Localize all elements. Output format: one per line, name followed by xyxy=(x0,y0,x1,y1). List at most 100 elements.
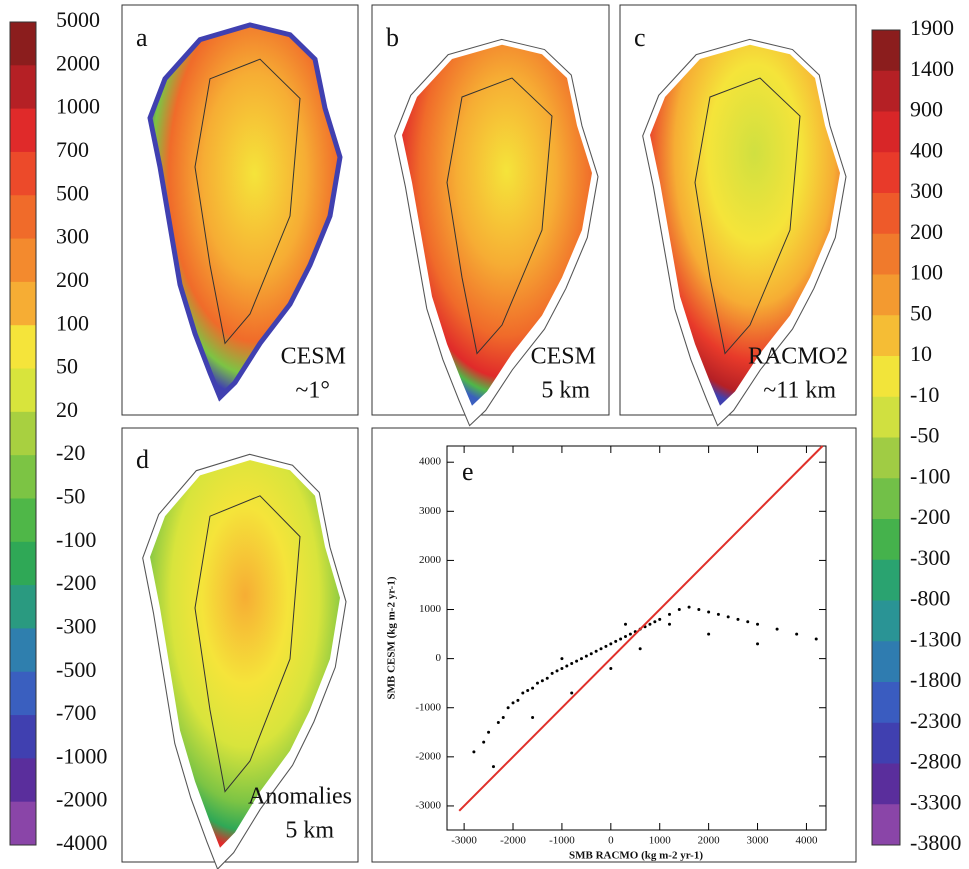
scatter-point xyxy=(531,716,535,720)
panel-caption: CESM xyxy=(531,344,596,370)
scatter-point xyxy=(726,615,730,619)
y-tick-label: 0 xyxy=(436,652,442,664)
colorbar-segment xyxy=(872,722,900,764)
y-axis-label: SMB CESM (kg m-2 yr-1) xyxy=(386,576,398,699)
colorbar-segment xyxy=(872,559,900,601)
map-d xyxy=(142,453,347,869)
scatter-point xyxy=(579,657,583,661)
colorbar-segment xyxy=(872,600,900,642)
x-tick-label: 2000 xyxy=(698,835,721,847)
panel-caption: 5 km xyxy=(285,818,334,844)
scatter-point xyxy=(535,681,539,685)
colorbar-segment xyxy=(872,111,900,153)
colorbar-segment xyxy=(10,585,36,629)
panel-caption: ~11 km xyxy=(763,378,836,404)
scatter-point xyxy=(619,637,623,641)
scatter-point xyxy=(697,608,701,612)
colorbar-label: 200 xyxy=(56,267,89,292)
colorbar-label: -1300 xyxy=(910,626,961,651)
colorbar-segment xyxy=(872,763,900,805)
panel-frame xyxy=(121,4,359,416)
colorbar-segment xyxy=(872,519,900,561)
scatter-point xyxy=(795,632,799,636)
scatter-point xyxy=(756,642,760,646)
map-c xyxy=(642,38,847,427)
scatter-point xyxy=(609,666,613,670)
scatter-point xyxy=(472,750,476,754)
colorbar-label: -3300 xyxy=(910,789,961,814)
scatter-point xyxy=(638,647,642,651)
scatter-point xyxy=(521,691,525,695)
colorbar-frame xyxy=(9,21,37,846)
scatter-point xyxy=(609,642,613,646)
scatter-point xyxy=(565,664,569,668)
y-tick-label: -1000 xyxy=(415,701,441,713)
panel-caption: 5 km xyxy=(541,378,590,404)
scatter-point xyxy=(668,622,672,626)
colorbar-segment xyxy=(10,195,36,240)
colorbar-label: -100 xyxy=(56,527,96,552)
colorbar-label: 1400 xyxy=(910,56,954,81)
colorbar-label: 400 xyxy=(910,137,943,162)
colorbar-label: 2000 xyxy=(56,50,100,75)
colorbar-label: -2800 xyxy=(910,749,961,774)
colorbar-segment xyxy=(872,152,900,194)
colorbar-segment xyxy=(10,801,36,846)
colorbar-label: 300 xyxy=(56,224,89,249)
y-tick-label: -2000 xyxy=(415,750,441,762)
colorbar-segment xyxy=(10,108,36,153)
scatter-point xyxy=(814,637,818,641)
scatter-point xyxy=(716,612,720,616)
scatter-point xyxy=(775,627,779,631)
x-axis-label: SMB RACMO (kg m-2 yr-1) xyxy=(569,850,703,862)
colorbar-label: 200 xyxy=(910,219,943,244)
colorbar-label: -700 xyxy=(56,700,96,725)
scatter-point xyxy=(531,686,535,690)
colorbar-label: -2000 xyxy=(56,787,107,812)
y-tick-label: 4000 xyxy=(419,456,442,468)
scatter-point xyxy=(570,662,574,666)
scatter-point xyxy=(668,612,672,616)
scatter-point xyxy=(614,639,618,643)
colorbar-label: -500 xyxy=(56,657,96,682)
scatter-point xyxy=(653,620,657,624)
colorbar-label: -3800 xyxy=(910,830,961,855)
colorbar-segment xyxy=(872,641,900,683)
x-tick-label: 1000 xyxy=(649,835,672,847)
scatter-point xyxy=(550,671,554,675)
scatter-point xyxy=(623,622,627,626)
colorbar-segment xyxy=(872,437,900,479)
colorbar-label: -2300 xyxy=(910,708,961,733)
colorbar-label: -1000 xyxy=(56,743,107,768)
scatter-point xyxy=(584,654,588,658)
colorbar-frame xyxy=(871,29,901,846)
colorbar-segment xyxy=(10,628,36,673)
x-tick-label: 4000 xyxy=(795,835,818,847)
scatter-point xyxy=(482,740,486,744)
scatter-point xyxy=(511,701,515,705)
colorbar-segment xyxy=(10,368,36,413)
x-tick-label: -1000 xyxy=(549,835,575,847)
scatter-point xyxy=(707,632,711,636)
colorbar-label: -1800 xyxy=(910,667,961,692)
colorbar-segment xyxy=(872,274,900,316)
scatter-point xyxy=(687,605,691,609)
colorbar-segment xyxy=(872,478,900,520)
scatter-point xyxy=(599,647,603,651)
colorbar-label: 100 xyxy=(56,310,89,335)
map-a xyxy=(150,25,340,397)
y-tick-label: 2000 xyxy=(419,554,442,566)
colorbar-segment xyxy=(872,396,900,438)
scatter-point xyxy=(560,666,564,670)
scatter-point xyxy=(575,659,579,663)
line xyxy=(458,445,824,812)
scatter-point xyxy=(623,635,627,639)
colorbar-label: 1900 xyxy=(910,15,954,40)
colorbar-label: 500 xyxy=(56,180,89,205)
colorbar-segment xyxy=(10,281,36,326)
scatter-point xyxy=(628,632,632,636)
scatter-point xyxy=(506,706,510,710)
scatter-point xyxy=(604,644,608,648)
